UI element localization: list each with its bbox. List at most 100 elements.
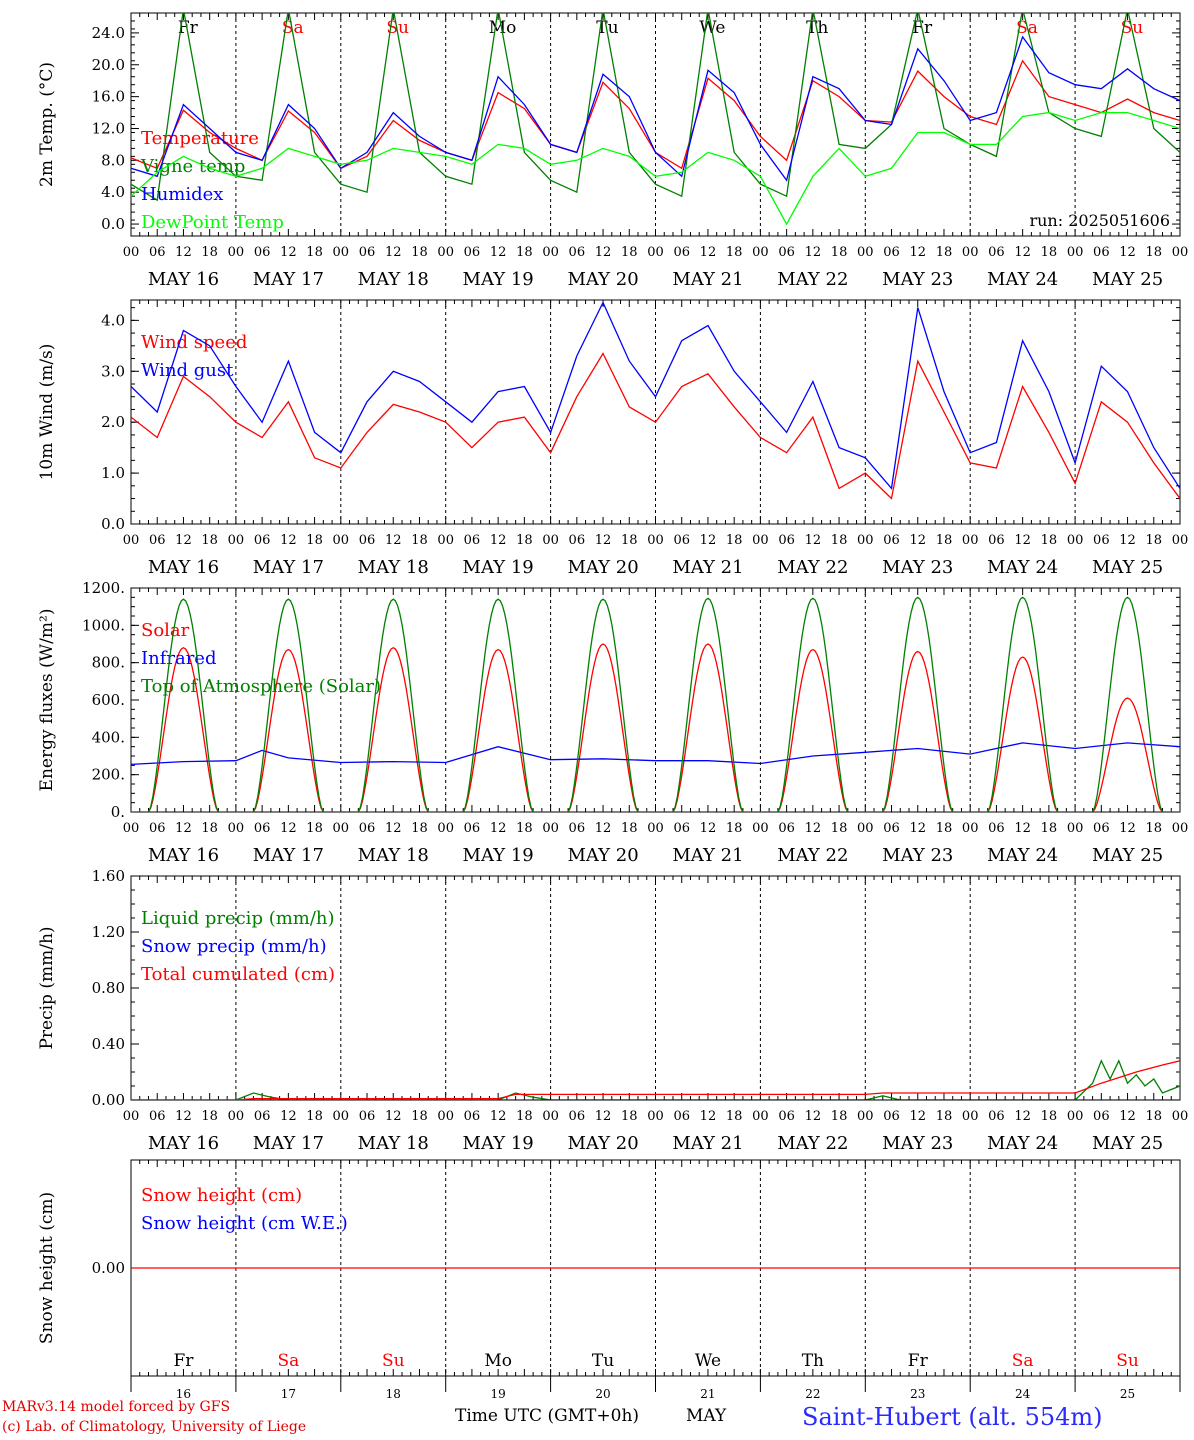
date-label: MAY 18 — [358, 845, 429, 866]
day-number-label: 22 — [805, 1387, 820, 1400]
day-number-label: 23 — [910, 1387, 925, 1400]
legend-entry: Snow precip (mm/h) — [141, 936, 327, 957]
date-label: MAY 25 — [1092, 845, 1163, 866]
hour-label: 12 — [280, 245, 297, 260]
hour-label: 18 — [1041, 245, 1058, 260]
hour-label: 06 — [778, 245, 795, 260]
meteogram-svg: 0.0 4.0 8.0 12.0 16.0 20.0 24.0 2m Temp. (°C) 00… — [37, 12, 1188, 1401]
hour-label: 06 — [1093, 245, 1110, 260]
panel-frame — [130, 12, 1181, 237]
hour-label: 06 — [149, 245, 166, 260]
hour-label: 00 — [542, 533, 559, 548]
date-label: MAY 24 — [987, 269, 1058, 290]
hour-label: 12 — [595, 533, 612, 548]
hour-label: 00 — [542, 821, 559, 836]
hour-label: 00 — [437, 821, 454, 836]
hour-label: 12 — [175, 821, 192, 836]
hour-label: 12 — [805, 1109, 822, 1124]
hour-label: 12 — [1119, 533, 1136, 548]
weekday-label: We — [695, 1351, 721, 1371]
hour-label: 18 — [936, 245, 953, 260]
y-tick-label: 2.0 — [101, 413, 125, 431]
hour-label: 12 — [280, 533, 297, 548]
weekday-label: Su — [382, 1351, 405, 1371]
station-name: Saint-Hubert (alt. 554m) — [802, 1403, 1103, 1431]
hour-label: 12 — [595, 1109, 612, 1124]
y-tick-label: 1.20 — [92, 923, 125, 941]
hour-label: 00 — [123, 533, 140, 548]
hour-label: 00 — [857, 1109, 874, 1124]
y-axis-label: Energy fluxes (W/m²) — [37, 609, 57, 792]
hour-label: 06 — [569, 1109, 586, 1124]
date-label: MAY 18 — [358, 1133, 429, 1154]
hour-label: 18 — [621, 245, 638, 260]
hour-label: 12 — [385, 821, 402, 836]
hour-label: 00 — [437, 1109, 454, 1124]
hour-label: 18 — [621, 533, 638, 548]
hour-label: 06 — [988, 533, 1005, 548]
date-label: MAY 25 — [1092, 269, 1163, 290]
hour-label: 06 — [254, 245, 271, 260]
series-line — [131, 111, 1180, 226]
hour-label: 18 — [411, 533, 428, 548]
y-tick-label: 1.60 — [92, 867, 125, 885]
hour-label: 06 — [359, 821, 376, 836]
y-tick-label: 600. — [92, 691, 125, 709]
date-label: MAY 16 — [148, 845, 219, 866]
hour-label: 18 — [1146, 533, 1163, 548]
series-line — [131, 895, 1180, 1100]
hour-label: 06 — [883, 821, 900, 836]
hour-label: 06 — [149, 533, 166, 548]
hour-label: 00 — [752, 821, 769, 836]
hour-label: 12 — [1014, 245, 1031, 260]
hour-label: 06 — [254, 533, 271, 548]
hour-label: 00 — [123, 821, 140, 836]
date-label: MAY 19 — [463, 1133, 534, 1154]
hour-label: 12 — [700, 533, 717, 548]
series-line — [131, 596, 1180, 812]
hour-label: 12 — [1014, 821, 1031, 836]
hour-label: 12 — [1014, 533, 1031, 548]
hour-label: 18 — [516, 533, 533, 548]
hour-label: 18 — [1041, 1109, 1058, 1124]
hour-label: 06 — [569, 245, 586, 260]
y-tick-label: 800. — [92, 654, 125, 672]
hour-label: 00 — [752, 1109, 769, 1124]
y-tick-label: 0.00 — [92, 1259, 125, 1277]
hour-label: 12 — [805, 821, 822, 836]
hour-label: 12 — [700, 1109, 717, 1124]
weekday-label: Fr — [908, 1351, 929, 1371]
hour-label: 18 — [831, 533, 848, 548]
y-tick-label: 16.0 — [92, 88, 125, 106]
hour-label: 06 — [778, 821, 795, 836]
legend-entry: Infrared — [141, 648, 216, 669]
hour-label: 00 — [857, 821, 874, 836]
hour-label: 06 — [149, 821, 166, 836]
legend-entry: Temperature — [141, 128, 259, 149]
date-label: MAY 22 — [777, 269, 848, 290]
hour-label: 18 — [1146, 821, 1163, 836]
hour-label: 00 — [857, 245, 874, 260]
weekday-label: Tu — [592, 1351, 614, 1371]
hour-label: 18 — [411, 821, 428, 836]
hour-label: 00 — [1067, 533, 1084, 548]
hour-label: 12 — [805, 245, 822, 260]
hour-label: 18 — [726, 533, 743, 548]
hour-label: 12 — [909, 1109, 926, 1124]
hour-label: 12 — [280, 1109, 297, 1124]
day-number-label: 20 — [595, 1387, 610, 1400]
hour-label: 18 — [516, 1109, 533, 1124]
date-label: MAY 17 — [253, 269, 324, 290]
hour-label: 00 — [647, 533, 664, 548]
day-number-label: 17 — [281, 1387, 296, 1400]
hour-label: 00 — [228, 821, 245, 836]
legend-entry: Wind gust — [141, 360, 234, 381]
y-tick-label: 200. — [92, 766, 125, 784]
weekday-label: Fr — [178, 18, 199, 38]
date-label: MAY 19 — [463, 845, 534, 866]
day-number-label: 24 — [1015, 1387, 1031, 1400]
hour-label: 06 — [883, 1109, 900, 1124]
hour-label: 18 — [201, 1109, 218, 1124]
hour-label: 18 — [516, 245, 533, 260]
y-tick-label: 0.0 — [101, 515, 125, 533]
